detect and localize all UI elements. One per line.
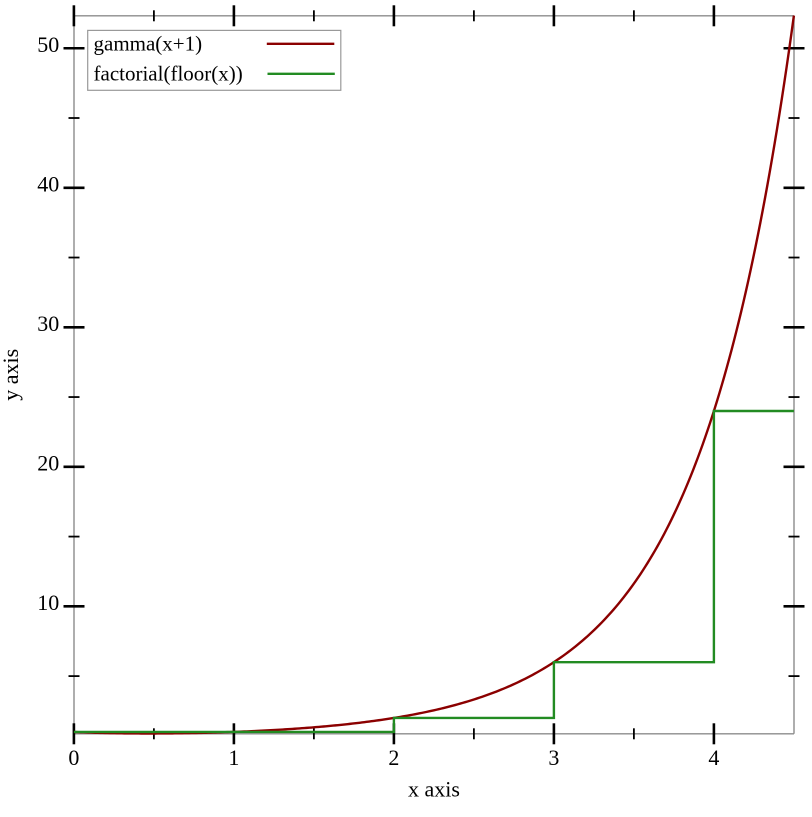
svg-text:50: 50 <box>37 32 59 57</box>
svg-text:gamma(x+1): gamma(x+1) <box>94 31 203 55</box>
svg-text:4: 4 <box>708 745 719 770</box>
svg-text:20: 20 <box>37 450 59 475</box>
svg-text:30: 30 <box>37 311 59 336</box>
svg-text:factorial(floor(x)): factorial(floor(x)) <box>94 61 243 85</box>
svg-text:1: 1 <box>228 745 239 770</box>
svg-text:x axis: x axis <box>408 777 460 802</box>
svg-text:10: 10 <box>37 590 59 615</box>
svg-text:40: 40 <box>37 171 59 196</box>
svg-text:2: 2 <box>388 745 399 770</box>
svg-text:y axis: y axis <box>0 349 23 401</box>
svg-text:3: 3 <box>548 745 559 770</box>
svg-text:0: 0 <box>68 745 79 770</box>
